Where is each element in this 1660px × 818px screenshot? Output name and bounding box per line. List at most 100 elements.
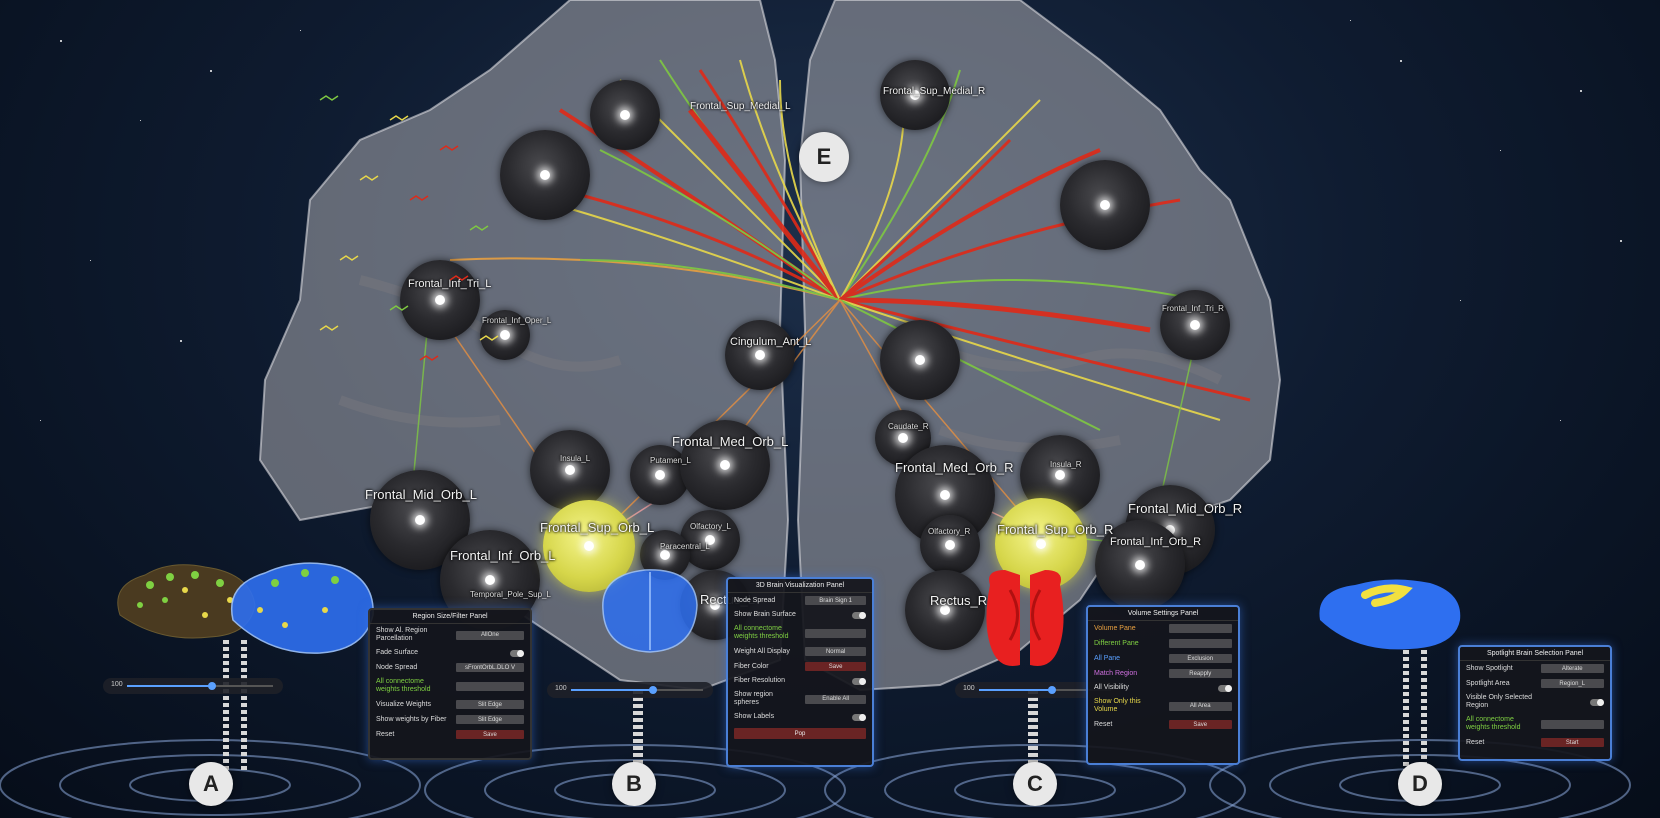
panel-b-select[interactable]: Enable All <box>805 694 866 704</box>
label-paracentral-l: Paracentral_L <box>660 542 710 551</box>
panel-c-select[interactable]: All Area <box>1168 701 1232 711</box>
star <box>180 340 182 342</box>
panel-b-row-label: Fiber Resolution <box>734 677 785 684</box>
region-frontal-sup-r[interactable] <box>1060 160 1150 250</box>
panel-b-row: Show Brain Surface <box>728 608 872 622</box>
panel-c-row-label: Match Region <box>1094 669 1138 677</box>
panel-b-pop-button[interactable]: Pop <box>734 728 866 739</box>
panel-d-toggle[interactable] <box>1590 698 1604 706</box>
mini-brain-c-red[interactable] <box>980 565 1070 675</box>
slider-c-knob[interactable] <box>1047 686 1056 694</box>
slider-a[interactable]: 100 <box>103 678 283 694</box>
panel-b-toggle[interactable] <box>852 713 866 721</box>
region-cingulum-ant-r[interactable] <box>880 320 960 400</box>
panel-d-select[interactable]: Alterate <box>1540 664 1604 673</box>
slider-c-track[interactable] <box>979 686 1111 694</box>
region-cingulum-ant-l[interactable] <box>725 320 795 390</box>
panel-b-select[interactable]: Normal <box>805 647 866 656</box>
slider-a-knob[interactable] <box>207 682 216 690</box>
region-frontal-sup-medial-r[interactable] <box>880 60 950 130</box>
panel-a-threshold[interactable] <box>455 681 524 691</box>
mini-brain-a-dark[interactable] <box>110 555 260 645</box>
panel-a-select[interactable]: AllOne <box>455 630 524 640</box>
star <box>90 260 91 261</box>
region-olfactory-r[interactable] <box>920 515 980 575</box>
panel-d-title: Spotlight Brain Selection Panel <box>1460 647 1610 661</box>
panel-a-select[interactable]: Slit Edge <box>455 715 524 724</box>
panel-a-row: Visualize Weights Slit Edge <box>370 697 530 712</box>
fibers-right <box>838 69 1251 431</box>
panel-c-slider[interactable] <box>1168 639 1232 648</box>
panel-d-row: Visible Only Selected Region <box>1460 691 1610 713</box>
panel-d-select[interactable]: Region_L <box>1540 679 1604 688</box>
panel-c-save-button[interactable]: Save <box>1168 720 1232 729</box>
region-frontal-inf-tri-l[interactable] <box>400 260 480 340</box>
panel-c-reapply-button[interactable]: Reapply <box>1168 669 1232 678</box>
slider-b-knob[interactable] <box>648 686 657 694</box>
slider-a-track[interactable] <box>127 682 273 690</box>
panel-a-save-button[interactable]: Save <box>455 730 524 739</box>
node-dot <box>620 110 630 120</box>
panel-a-toggle[interactable] <box>510 649 524 657</box>
star <box>1350 20 1351 21</box>
panel-c-toggle[interactable] <box>1218 684 1232 692</box>
region-frontal-inf-tri-r[interactable] <box>1160 290 1230 360</box>
panel-c: Volume Settings Panel Volume Pane Differ… <box>1086 605 1240 765</box>
panel-b-toggle[interactable] <box>852 611 866 619</box>
panel-d-threshold[interactable] <box>1540 719 1604 729</box>
node-dot <box>1100 200 1110 210</box>
star <box>140 120 141 121</box>
mini-brain-a-blue[interactable] <box>225 555 380 660</box>
mini-brain-d-spotlight[interactable] <box>1315 575 1465 655</box>
panel-a-row-label: Show weights by Fiber <box>376 715 447 723</box>
left-annotation-glyphs <box>319 95 499 361</box>
panel-c-title: Volume Settings Panel <box>1088 607 1238 621</box>
panel-d-start-button[interactable]: Start <box>1540 738 1604 747</box>
panel-a-row-label: Fade Surface <box>376 649 419 656</box>
panel-b-threshold[interactable] <box>805 628 866 638</box>
label-temporal-pole-sup-l: Temporal_Pole_Sup_L <box>470 590 551 599</box>
star <box>300 30 301 31</box>
panel-b-save-button[interactable]: Save <box>805 662 866 671</box>
region-frontal-inf-orb-r[interactable] <box>1095 520 1185 610</box>
label-caudate-r: Caudate_R <box>888 422 929 431</box>
panel-a-row: Reset Save <box>370 727 530 742</box>
pedestal-d <box>1403 650 1427 775</box>
panel-a-row-label: Visualize Weights <box>376 700 431 708</box>
panel-b-row: Show region spheres Enable All <box>728 688 872 710</box>
panel-a-row: Fade Surface <box>370 646 530 660</box>
star <box>1400 60 1402 62</box>
panel-c-row-label: All Visibility <box>1094 684 1129 691</box>
panel-d: Spotlight Brain Selection Panel Show Spo… <box>1458 645 1612 761</box>
region-rectus-r[interactable] <box>905 570 985 650</box>
label-frontal-inf-orb-r: Frontal_Inf_Orb_R <box>1110 536 1202 548</box>
slider-b-track[interactable] <box>571 686 703 694</box>
label-frontal-inf-tri-l: Frontal_Inf_Tri_L <box>408 278 492 290</box>
slider-b[interactable]: 100 <box>547 682 713 698</box>
panel-a-select[interactable]: sFrontOrbL.DLO V <box>455 663 524 672</box>
panel-b-select[interactable]: Brain Sign 1 <box>805 596 866 605</box>
region-frontal-med-orb-l[interactable] <box>680 420 770 510</box>
badge-b: B <box>612 762 656 806</box>
region-olfactory-l[interactable] <box>680 510 740 570</box>
panel-a-row: All connectome weights threshold <box>370 675 530 697</box>
region-frontal-inf-oper-l[interactable] <box>480 310 530 360</box>
panel-b-row: Fiber Resolution <box>728 674 872 688</box>
panel-c-select[interactable]: Exclusion <box>1168 654 1232 663</box>
panel-b-toggle[interactable] <box>852 677 866 685</box>
node-dot <box>565 465 575 475</box>
panel-a-select[interactable]: Slit Edge <box>455 700 524 709</box>
node-dot <box>1036 539 1046 549</box>
region-frontal-sup-l[interactable] <box>500 130 590 220</box>
region-frontal-sup-medial-l[interactable] <box>590 80 660 150</box>
panel-b-row-label: Weight All Display <box>734 647 790 655</box>
slider-c[interactable]: 100 <box>955 682 1121 698</box>
label-putamen-l: Putamen_L <box>650 456 691 465</box>
mini-brain-b[interactable] <box>595 560 705 660</box>
region-insula-l[interactable] <box>530 430 610 510</box>
panel-d-row-label: All connectome weights threshold <box>1466 716 1521 731</box>
panel-b-title: 3D Brain Visualization Panel <box>728 579 872 593</box>
label-frontal-sup-orb-l: Frontal_Sup_Orb_L <box>540 520 655 535</box>
panel-c-slider[interactable] <box>1168 624 1232 633</box>
panel-a-row-label: Node Spread <box>376 663 418 671</box>
